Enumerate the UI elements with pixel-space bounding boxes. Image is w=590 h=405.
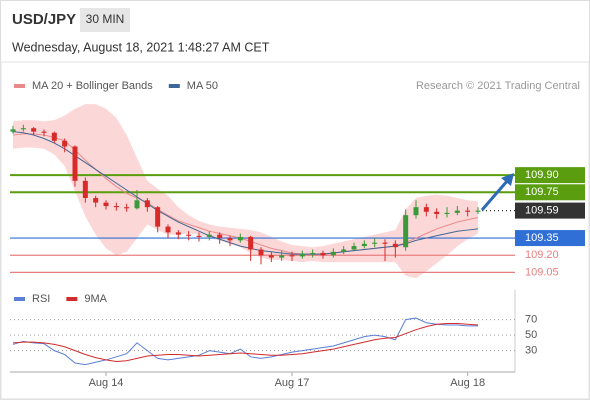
candle-body [155, 207, 161, 227]
candle-body [289, 255, 295, 257]
level-box [515, 202, 585, 219]
candle-body [320, 252, 326, 256]
candle-body [103, 202, 109, 207]
rsi-tick-label: 50 [525, 329, 537, 341]
candle-body [444, 212, 450, 215]
candle-body [361, 243, 367, 247]
level-label: 109.20 [525, 249, 559, 261]
rsi-tick-label: 70 [525, 314, 537, 326]
candle-body [382, 242, 388, 244]
candle-body [20, 128, 26, 130]
candle-body [475, 210, 481, 212]
x-tick-label: Aug 17 [275, 377, 310, 389]
date: Wednesday, August 18, 2021 1:48:27 AM CE… [12, 40, 270, 54]
candle-body [31, 128, 37, 132]
symbol: USD/JPY [12, 11, 76, 28]
candle-body [258, 249, 264, 256]
candle-body [465, 210, 471, 212]
candle-body [454, 210, 460, 213]
candle-body [186, 234, 192, 236]
candle-body [268, 255, 274, 258]
candle-body [372, 242, 378, 244]
level-box [515, 184, 585, 201]
plot: MA 20 + Bollinger Bands MA 50 RSI 9MA 109.90… [10, 80, 585, 389]
interval[interactable]: 30 MIN [86, 12, 125, 26]
legend-swatch [14, 84, 25, 88]
interval-button[interactable] [80, 8, 130, 32]
moving-average [12, 133, 479, 255]
legend-swatch [14, 297, 25, 301]
level-label: 109.05 [525, 266, 559, 278]
legend-swatch [168, 84, 180, 88]
candle-body [434, 211, 440, 215]
bollinger-band [13, 104, 478, 279]
candle-body [165, 226, 171, 233]
forecast-arrow [480, 179, 510, 211]
candle-body [113, 206, 119, 208]
candle-body [227, 238, 233, 241]
legend-label: MA 50 [187, 80, 218, 92]
level-label: 109.75 [525, 186, 559, 198]
level-label: 109.90 [525, 169, 559, 181]
level-box [515, 230, 585, 247]
rsi-line [12, 323, 479, 362]
candle-body [51, 132, 57, 141]
candle-body [423, 207, 429, 212]
candle-body [351, 246, 357, 250]
candle-body [341, 249, 347, 252]
arrow-head [501, 173, 514, 186]
candle-body [413, 207, 419, 216]
candle-body [217, 234, 223, 239]
candle-body [196, 235, 202, 237]
chart-box [0, 61, 590, 400]
level-label: 109.59 [525, 205, 559, 217]
candle-body [248, 236, 254, 250]
rsi-tick-label: 30 [525, 345, 537, 357]
candle-body [41, 131, 47, 133]
candle-body [237, 236, 243, 241]
candle-body [392, 243, 398, 248]
candle-body [330, 251, 336, 256]
candle-body [310, 252, 316, 255]
x-tick-label: Aug 18 [450, 377, 485, 389]
legend-swatch [66, 297, 78, 301]
legend-label: RSI [32, 293, 50, 305]
candle-body [299, 254, 305, 257]
candle-body [279, 255, 285, 258]
candle-body [10, 129, 16, 132]
candle-body [144, 200, 150, 208]
candle-body [93, 198, 99, 203]
candle-body [403, 215, 409, 248]
legend-label: MA 20 + Bollinger Bands [32, 80, 153, 92]
candle-body [175, 232, 181, 235]
candle-body [82, 180, 88, 199]
level-label: 109.35 [525, 232, 559, 244]
candle-body [134, 200, 140, 209]
x-tick-label: Aug 14 [89, 377, 124, 389]
credit: Research © 2021 Trading Central [416, 80, 580, 92]
candle-body [124, 207, 130, 209]
legend-label: 9MA [84, 293, 107, 305]
moving-average [12, 131, 479, 255]
candle-body [72, 146, 78, 181]
level-box [515, 167, 585, 184]
candle-body [206, 234, 212, 237]
candle-body [62, 140, 68, 147]
